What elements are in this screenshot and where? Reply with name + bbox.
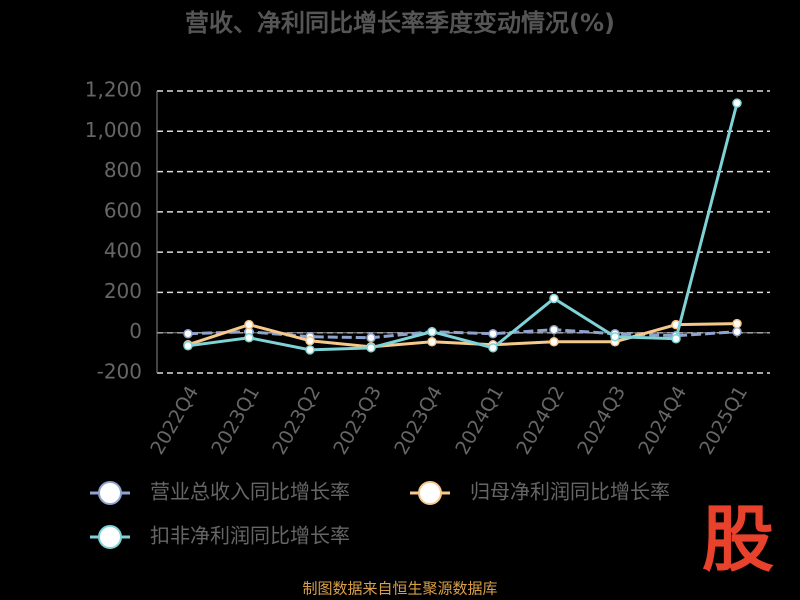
y-tick-label: 800 (104, 158, 142, 182)
data-point (671, 334, 681, 344)
data-point (732, 318, 742, 329)
y-tick-label: 1,000 (85, 118, 142, 142)
data-point (427, 337, 437, 347)
legend-marker (418, 481, 442, 505)
data-point (732, 98, 742, 108)
data-point (183, 341, 193, 351)
data-point (366, 343, 376, 353)
series-line (187, 102, 739, 352)
legend-marker (98, 481, 122, 505)
data-point (305, 336, 315, 346)
legend-label: 扣非净利润同比增长率 (150, 524, 350, 548)
legend-marker (98, 525, 122, 549)
data-point (549, 293, 559, 304)
data-point (732, 326, 742, 337)
y-tick-label: 0 (129, 319, 142, 343)
data-point (244, 319, 254, 330)
data-point (549, 324, 559, 335)
series-line (187, 322, 738, 349)
chart-title: 营收、净利同比增长率季度变动情况(%) (185, 9, 615, 37)
y-tick-label: 400 (104, 239, 142, 263)
data-point (366, 333, 376, 343)
data-point (427, 326, 437, 337)
y-tick-label: 200 (104, 279, 142, 303)
y-tick-label: -200 (97, 360, 142, 384)
data-point (610, 331, 620, 342)
y-tick-label: 1,200 (85, 78, 142, 102)
legend-label: 归母净利润同比增长率 (470, 480, 670, 504)
legend-label: 营业总收入同比增长率 (150, 480, 350, 504)
source: 制图数据来自恒生聚源数据库 (302, 580, 497, 598)
data-point (488, 328, 498, 339)
data-point (488, 343, 498, 353)
y-tick-label: 600 (104, 198, 142, 222)
data-point (244, 333, 254, 343)
data-point (305, 345, 315, 355)
data-point (183, 328, 193, 339)
data-point (549, 337, 559, 347)
logo: 股 (702, 498, 774, 582)
